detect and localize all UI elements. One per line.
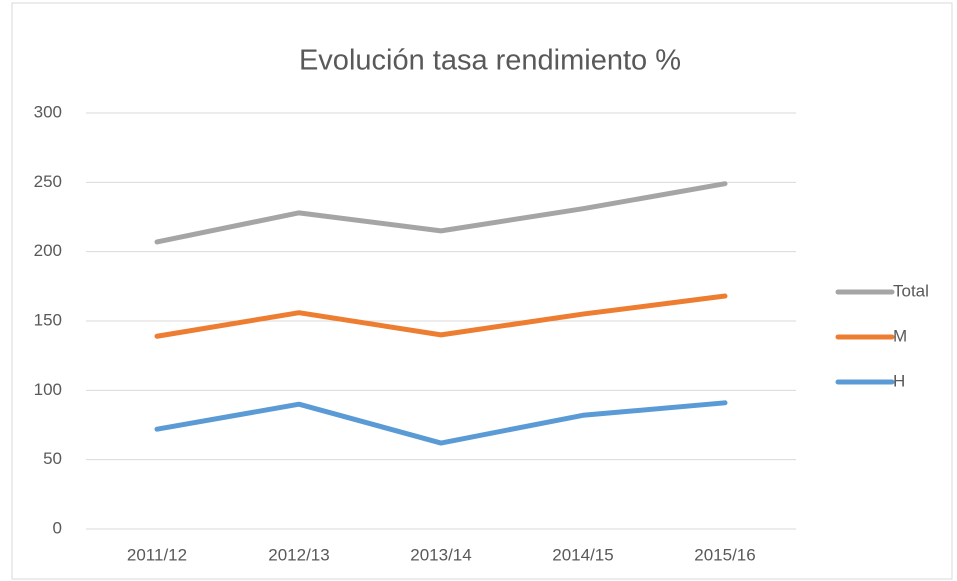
- series-line: [154, 293, 728, 339]
- y-tick-label: 200: [34, 241, 62, 260]
- y-tick-label: 100: [34, 380, 62, 399]
- y-tick-label: 300: [34, 102, 62, 121]
- x-tick-label: 2013/14: [410, 545, 471, 564]
- x-tick-label: 2011/12: [127, 545, 187, 564]
- y-tick-label: 50: [43, 449, 62, 468]
- y-tick-label: 0: [53, 518, 62, 537]
- x-tick-label: 2012/13: [268, 545, 329, 564]
- chart-frame: [11, 2, 953, 580]
- legend-label: Total: [893, 281, 929, 300]
- legend-label: H: [893, 371, 905, 390]
- y-tick-label: 250: [34, 172, 62, 191]
- chart-title: Evolución tasa rendimiento %: [299, 45, 681, 77]
- x-tick-label: 2014/15: [552, 545, 613, 564]
- y-tick-label: 150: [34, 310, 62, 329]
- legend-label: M: [893, 326, 907, 345]
- series-line: [154, 181, 728, 245]
- x-tick-label: 2015/16: [694, 545, 755, 564]
- series-line: [154, 400, 728, 446]
